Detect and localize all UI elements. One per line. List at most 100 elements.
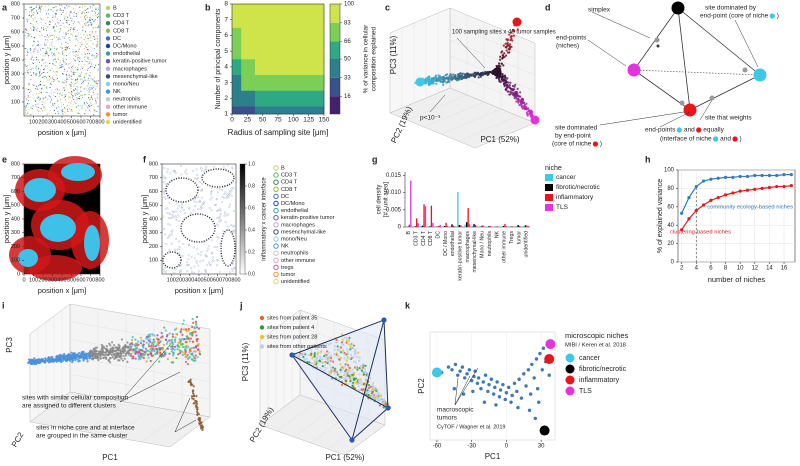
point-texture <box>346 358 349 361</box>
legend-label: endothelial <box>113 51 140 57</box>
cell-texture <box>39 72 41 74</box>
cell-texture <box>66 77 68 79</box>
cell-texture <box>95 31 97 33</box>
grid-line <box>457 115 519 142</box>
bar <box>420 225 422 227</box>
cell-texture <box>43 55 45 57</box>
series-label: community ecology-based niches <box>707 205 793 211</box>
cell-texture <box>42 97 44 99</box>
pointer <box>429 94 446 113</box>
point-texture <box>77 358 80 361</box>
point-texture <box>122 354 125 358</box>
point <box>487 382 491 387</box>
point <box>782 173 786 177</box>
legend-label: B <box>113 5 117 11</box>
point-texture <box>308 361 311 364</box>
cell-texture <box>201 170 204 173</box>
point-texture <box>499 58 502 61</box>
x-tick-label: 700 <box>86 119 95 125</box>
bar <box>467 208 469 227</box>
cell-texture <box>30 49 32 51</box>
point-texture <box>377 393 380 396</box>
cell-texture <box>55 95 57 98</box>
line <box>681 185 792 231</box>
point-texture <box>367 372 370 375</box>
point-texture <box>67 353 70 356</box>
x-tick-label: 600 <box>76 277 85 283</box>
cell-texture <box>44 23 47 25</box>
cell-texture <box>166 168 169 171</box>
legend-marker <box>105 21 111 26</box>
cell-texture <box>34 17 36 19</box>
color-dot <box>732 136 738 142</box>
point-texture <box>157 338 160 341</box>
point <box>731 191 735 195</box>
legend-marker <box>105 119 111 125</box>
cell-texture <box>36 27 38 29</box>
cell-texture <box>30 74 32 76</box>
cell-texture <box>92 27 94 29</box>
panel-letter: b <box>205 2 211 12</box>
colorbar-segment <box>330 4 340 23</box>
point-texture <box>187 356 191 360</box>
cell-texture <box>184 170 187 173</box>
point-texture <box>168 332 171 335</box>
cell-texture <box>226 195 229 198</box>
cell-texture <box>84 36 86 38</box>
cell-texture <box>54 35 56 37</box>
colorbar-tick-label: 33 <box>344 75 351 81</box>
pointer <box>591 11 651 39</box>
cell-texture <box>50 9 52 11</box>
legend-label: tregs <box>281 265 294 271</box>
color-dot <box>713 136 719 142</box>
cell-texture <box>87 37 89 40</box>
point-texture <box>294 354 297 357</box>
point-texture <box>173 348 176 351</box>
legend-marker <box>259 334 265 340</box>
point-texture <box>519 91 522 94</box>
cell-texture <box>27 50 29 52</box>
point-texture <box>446 76 450 79</box>
cell-texture <box>96 110 98 113</box>
point-texture <box>339 370 342 374</box>
cell-texture <box>84 52 86 54</box>
point-texture <box>349 348 352 351</box>
cell-texture <box>49 48 52 51</box>
cell-texture <box>70 91 73 93</box>
bar <box>488 226 490 227</box>
point-texture <box>515 100 518 103</box>
point-texture <box>195 403 199 406</box>
cell-texture <box>37 59 39 61</box>
cell-texture <box>83 82 85 84</box>
cell-texture <box>70 17 72 19</box>
bar <box>502 225 505 227</box>
point-texture <box>193 350 196 353</box>
cell-texture <box>63 97 65 99</box>
point-texture <box>514 83 517 86</box>
heatmap-cell <box>301 74 317 91</box>
y-tick-label: 40 <box>667 223 674 229</box>
legend-label: CD3 T <box>113 13 130 19</box>
cell-texture <box>86 43 88 45</box>
cell-texture <box>62 59 64 62</box>
point-texture <box>344 374 347 377</box>
point <box>789 184 793 188</box>
cell-texture <box>90 95 92 97</box>
cell-texture <box>70 5 72 8</box>
point-texture <box>521 107 524 110</box>
cell-texture <box>72 7 75 9</box>
point-texture <box>116 351 119 354</box>
cell-texture <box>49 101 51 103</box>
cell-texture <box>86 34 88 36</box>
cell-texture <box>47 51 49 54</box>
point-texture <box>107 359 110 362</box>
cell-texture <box>97 43 99 45</box>
legend-marker <box>105 5 111 11</box>
cell-texture <box>226 164 229 167</box>
legend-label: CD4 T <box>113 21 130 27</box>
point-texture <box>129 354 132 357</box>
point-texture <box>337 377 340 380</box>
bar <box>476 226 478 227</box>
point-texture <box>171 333 174 336</box>
cell-texture <box>78 56 80 58</box>
